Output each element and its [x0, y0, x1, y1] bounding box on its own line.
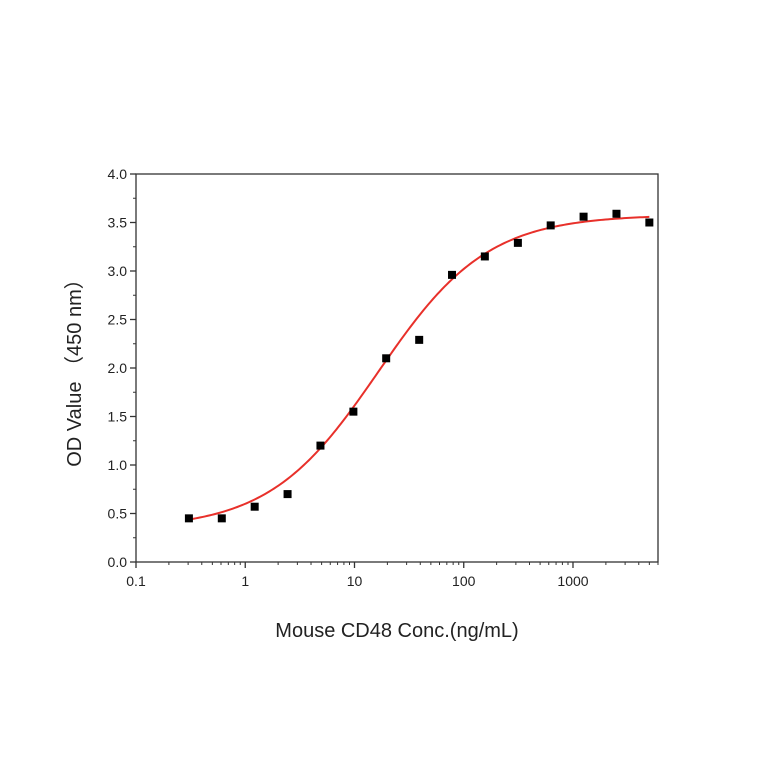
data-point [283, 490, 292, 499]
x-tick-label: 100 [452, 573, 476, 589]
x-axis-title: Mouse CD48 Conc.(ng/mL) [275, 620, 518, 642]
y-tick-label: 3.0 [108, 263, 128, 279]
y-tick-label: 1.0 [108, 457, 128, 473]
data-point [217, 514, 226, 523]
data-point [382, 354, 391, 363]
data-point [612, 209, 621, 218]
x-tick-label: 10 [347, 573, 363, 589]
data-point [250, 502, 259, 511]
y-tick-label: 0.0 [108, 554, 128, 570]
y-tick-label: 1.5 [108, 409, 128, 425]
x-tick-label: 1000 [557, 573, 588, 589]
x-tick-label: 0.1 [126, 573, 146, 589]
y-tick-label: 2.0 [108, 360, 128, 376]
y-tick-label: 4.0 [108, 166, 128, 182]
data-point [645, 218, 654, 227]
ticks-layer: 0.0 0.5 1.0 1.5 2.0 2.5 3.0 3.5 4.0 0.1 1 10 100 1000 [108, 166, 659, 589]
data-point [448, 270, 457, 279]
data-point [579, 212, 588, 221]
data-point [546, 221, 555, 230]
data-point [349, 407, 358, 416]
data-point [480, 252, 489, 261]
data-points-layer [184, 209, 654, 523]
y-tick-label: 2.5 [108, 312, 128, 328]
data-point [184, 514, 193, 523]
y-tick-label: 3.5 [108, 215, 128, 231]
y-axis-title: OD Value （450 nm） [63, 269, 86, 467]
plot-border [135, 173, 659, 563]
data-point [415, 335, 424, 344]
x-tick-label: 1 [241, 573, 249, 589]
fit-curve-layer [188, 215, 650, 521]
data-point [513, 238, 522, 247]
plot-frame [135, 173, 659, 563]
fit-curve [188, 215, 650, 521]
data-point [316, 441, 325, 450]
y-tick-label: 0.5 [108, 506, 128, 522]
